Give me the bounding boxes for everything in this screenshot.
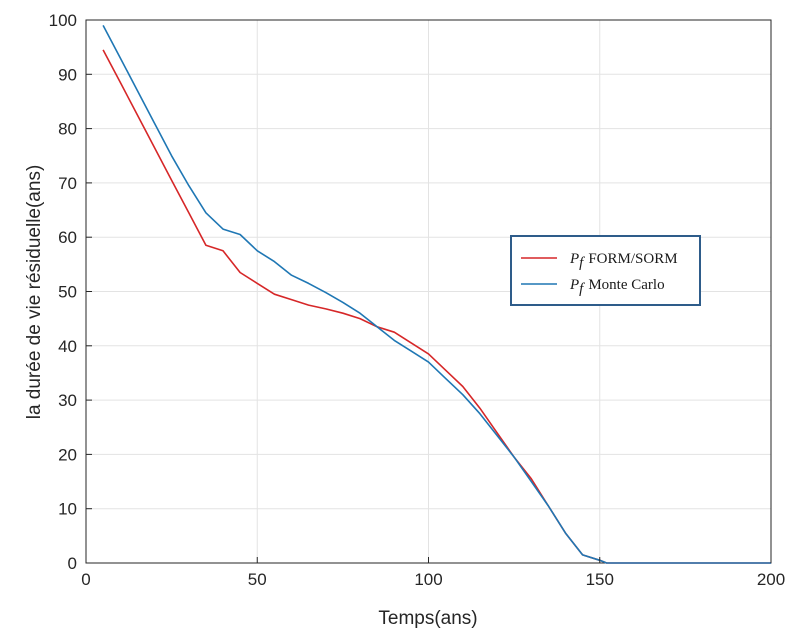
x-tick-label: 200 (757, 570, 785, 589)
x-tick-label: 150 (586, 570, 614, 589)
y-tick-label: 50 (58, 283, 77, 302)
y-tick-label: 100 (49, 11, 77, 30)
series-layer (102, 25, 771, 564)
y-tick-label: 20 (58, 445, 77, 464)
x-axis-label: Temps(ans) (378, 608, 477, 629)
y-axis-label: la durée de vie résiduelle(ans) (24, 165, 45, 420)
legend-entry: Pf FORM/SORM (569, 251, 678, 271)
y-tick-label: 60 (58, 228, 77, 247)
y-tick-label: 40 (58, 337, 77, 356)
x-tick-label: 100 (414, 570, 442, 589)
y-tick-label: 80 (58, 120, 77, 139)
y-tick-label: 10 (58, 500, 77, 519)
y-tick-label: 70 (58, 174, 77, 193)
x-tick-label: 50 (248, 570, 267, 589)
y-tick-label: 0 (68, 554, 77, 573)
series-line-form-sorm (102, 49, 771, 564)
y-tick-label: 90 (58, 65, 77, 84)
legend: Pf FORM/SORM Pf Monte Carlo (510, 235, 701, 306)
series-line-monte-carlo (102, 25, 771, 564)
legend-box (510, 235, 701, 306)
x-tick-label: 0 (81, 570, 90, 589)
y-tick-label: 30 (58, 391, 77, 410)
tick-labels: 0 50 100 150 200 0 10 20 30 40 50 60 70 80 90 100 (49, 11, 786, 589)
legend-entry: Pf Monte Carlo (569, 277, 665, 297)
